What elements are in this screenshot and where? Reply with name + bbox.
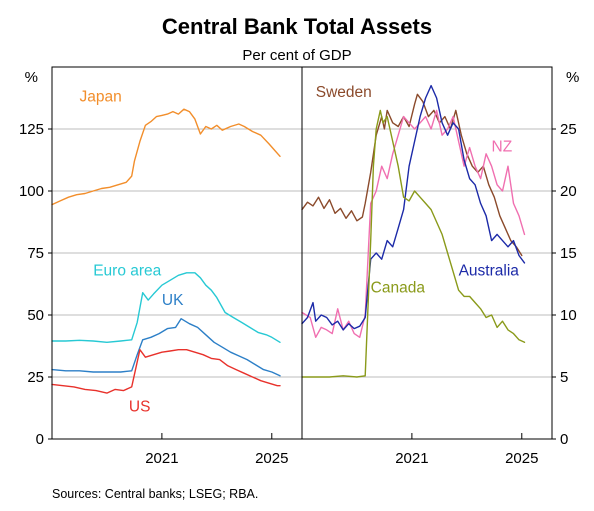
- right-ytick-label: 10: [560, 307, 577, 324]
- series-label-canada: Canada: [371, 280, 426, 297]
- right-xtick-label: 2021: [395, 450, 428, 467]
- right-ytick-label: 20: [560, 183, 577, 200]
- series-line-canada: [301, 109, 526, 378]
- series-line-australia: [301, 84, 526, 331]
- source-note: Sources: Central banks; LSEG; RBA.: [52, 487, 258, 501]
- right-ytick-label: 0: [560, 431, 568, 448]
- left-ytick-label: 100: [19, 183, 44, 200]
- left-unit-label: %: [25, 69, 38, 86]
- left-ytick-label: 25: [27, 369, 44, 386]
- series-label-australia: Australia: [459, 262, 520, 279]
- series-label-us: US: [129, 399, 151, 416]
- series-lines: [51, 84, 526, 394]
- left-ytick-label: 75: [27, 245, 44, 262]
- left-xtick-label: 2025: [255, 450, 288, 467]
- series-line-japan: [51, 108, 281, 206]
- right-ytick-label: 15: [560, 245, 577, 262]
- series-label-japan: Japan: [79, 89, 121, 106]
- left-ytick-label: 125: [19, 121, 44, 138]
- left-ytick-label: 50: [27, 307, 44, 324]
- right-xtick-label: 2025: [505, 450, 538, 467]
- series-label-uk: UK: [162, 292, 184, 309]
- left-ytick-label: 0: [36, 431, 44, 448]
- series-line-us: [51, 349, 281, 394]
- left-xtick-label: 2021: [145, 450, 178, 467]
- right-unit-label: %: [566, 69, 579, 86]
- chart-title: Central Bank Total Assets: [162, 14, 432, 39]
- right-ytick-label: 25: [560, 121, 577, 138]
- series-line-euro-area: [51, 272, 281, 343]
- series-line-nz: [301, 109, 526, 338]
- chart-subtitle: Per cent of GDP: [242, 47, 351, 64]
- right-ytick-label: 5: [560, 369, 568, 386]
- series-label-euro-area: Euro area: [93, 262, 161, 279]
- series-line-uk: [51, 318, 281, 377]
- series-label-sweden: Sweden: [316, 84, 372, 101]
- series-label-nz: NZ: [492, 138, 513, 155]
